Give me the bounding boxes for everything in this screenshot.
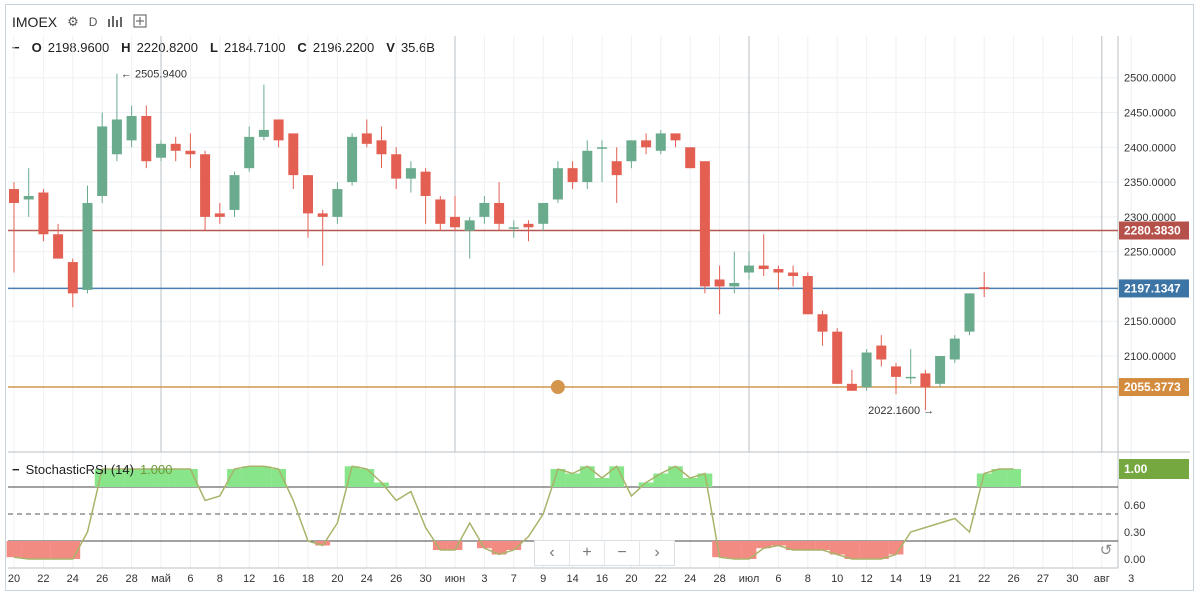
plus-square-icon[interactable] — [133, 14, 147, 31]
low-value: 2184.7100 — [223, 39, 286, 55]
gear-icon[interactable]: ⚙ — [67, 14, 79, 29]
chart-toolbar: IMOEX ⚙ D — [12, 10, 147, 34]
volume-value: 35.6B — [400, 39, 435, 55]
zoom-out-icon[interactable]: − — [605, 541, 640, 565]
bars-icon-svg — [108, 16, 123, 27]
open-label: O — [31, 39, 42, 55]
zoom-in-icon[interactable]: + — [570, 541, 605, 565]
ohlc-legend: − O 2198.9600 H 2220.8200 L 2184.7100 C 2196… — [12, 36, 435, 58]
bars-icon[interactable] — [107, 14, 123, 30]
stoch-label: StochasticRSI (14) — [25, 462, 134, 477]
ohlc-dash[interactable]: − — [12, 39, 20, 55]
low-label: L — [210, 39, 218, 55]
chart-nav-controls: ‹ + − › — [534, 540, 675, 566]
stoch-dash[interactable]: − — [12, 462, 20, 477]
chart-frame — [5, 4, 1194, 591]
high-value: 2220.8200 — [136, 39, 199, 55]
scroll-left-icon[interactable]: ‹ — [535, 541, 570, 565]
close-value: 2196.2200 — [312, 39, 375, 55]
open-value: 2198.9600 — [47, 39, 110, 55]
interval-label[interactable]: D — [88, 15, 98, 29]
plus-square-icon-svg — [133, 14, 147, 27]
symbol-label[interactable]: IMOEX — [12, 14, 58, 30]
stoch-legend: − StochasticRSI (14) 1.000 — [12, 462, 173, 477]
close-label: C — [297, 39, 307, 55]
reset-icon[interactable]: ↺ — [1099, 542, 1113, 559]
volume-label: V — [386, 39, 395, 55]
high-label: H — [121, 39, 131, 55]
stoch-value: 1.000 — [139, 462, 173, 477]
scroll-right-icon[interactable]: › — [654, 544, 660, 561]
